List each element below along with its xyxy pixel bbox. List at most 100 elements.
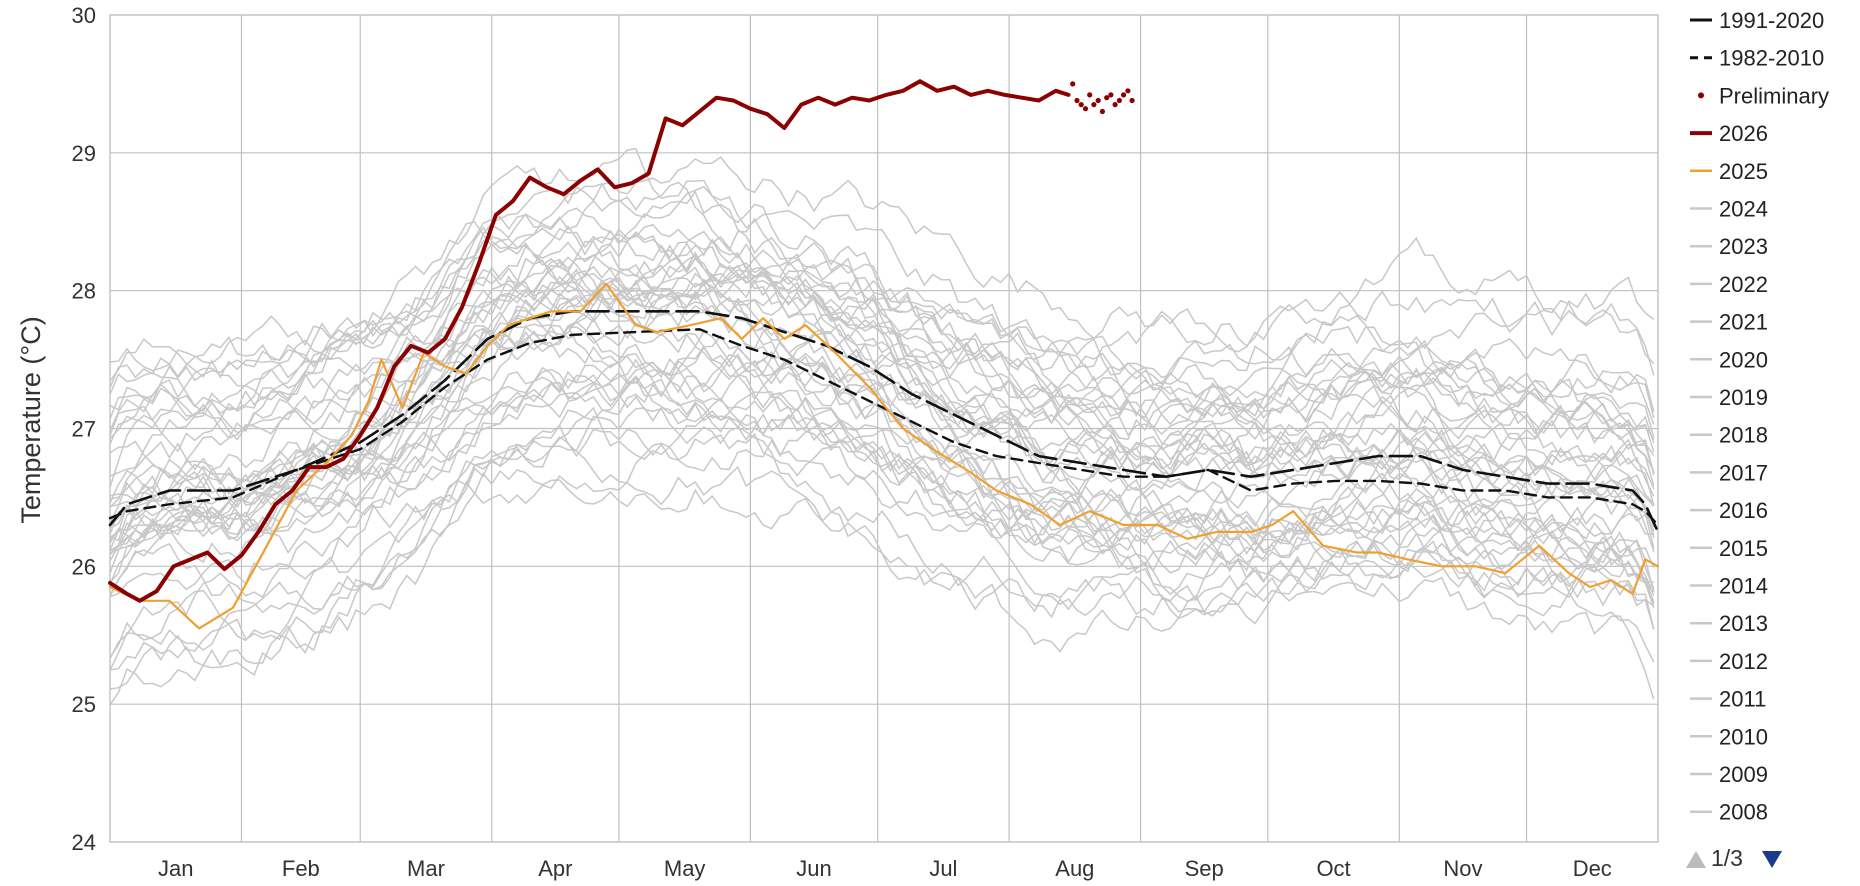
legend-item[interactable]: 2024	[1690, 197, 1768, 222]
legend-item[interactable]: 2013	[1690, 611, 1768, 636]
preliminary-point	[1125, 88, 1131, 94]
background-year-line	[109, 397, 1655, 706]
background-year-line	[109, 358, 1655, 556]
background-year-line	[109, 225, 1655, 431]
background-year-line	[109, 221, 1655, 464]
preliminary-point	[1070, 81, 1076, 87]
legend-item[interactable]: 2026	[1690, 121, 1768, 146]
legend-label: 2023	[1719, 234, 1768, 259]
background-year-line	[109, 279, 1655, 479]
legend-item[interactable]: 2023	[1690, 234, 1768, 259]
x-tick-label: Oct	[1316, 856, 1350, 881]
preliminary-point	[1074, 97, 1080, 104]
preliminary-point	[1099, 108, 1105, 115]
series-line-1982-2010	[108, 328, 1660, 527]
legend-label: 2019	[1719, 385, 1768, 410]
background-year-line	[109, 321, 1655, 583]
legend-item[interactable]: 2019	[1690, 385, 1768, 410]
legend-item[interactable]: 2020	[1690, 347, 1768, 372]
legend: 1991-2020 1982-2010 Preliminary 2026 2025 202…	[1690, 8, 1829, 825]
preliminary-point	[1129, 97, 1135, 104]
legend-item[interactable]: 2015	[1690, 536, 1768, 561]
preliminary-point	[1121, 92, 1127, 98]
series-line-2025	[108, 282, 1660, 630]
x-tick-label: Apr	[538, 856, 572, 881]
series-line-1991-2020	[108, 309, 1660, 534]
background-year-line	[109, 264, 1655, 585]
legend-label: 2013	[1719, 611, 1768, 636]
x-tick-label: Nov	[1443, 856, 1482, 881]
legend-label: 2011	[1719, 687, 1766, 712]
legend-label: 2016	[1719, 498, 1768, 523]
series-layer	[108, 79, 1660, 630]
background-year-line	[109, 406, 1655, 671]
legend-label: 2017	[1719, 460, 1768, 485]
legend-label: 2012	[1719, 649, 1768, 674]
legend-item[interactable]: 1991-2020	[1690, 8, 1824, 33]
legend-item[interactable]: 2022	[1690, 272, 1768, 297]
legend-label: 1982-2010	[1719, 46, 1824, 71]
legend-label: 2022	[1719, 272, 1768, 297]
legend-page-up-icon[interactable]	[1686, 851, 1706, 868]
background-year-line	[109, 190, 1655, 488]
legend-label: Preliminary	[1719, 83, 1829, 108]
legend-item[interactable]: 2018	[1690, 423, 1768, 448]
x-tick-label: May	[664, 856, 706, 881]
background-year-line	[109, 147, 1655, 444]
legend-page-indicator: 1/3	[1711, 845, 1743, 871]
legend-item[interactable]: 2011	[1690, 687, 1766, 712]
preliminary-point	[1078, 102, 1084, 108]
preliminary-point	[1091, 102, 1097, 108]
legend-label: 2018	[1719, 423, 1768, 448]
y-axis-ticks: 24 25 26 27 28 29 30	[72, 3, 96, 855]
background-year-line	[109, 359, 1655, 659]
background-year-line	[109, 286, 1655, 535]
legend-label: 2008	[1719, 800, 1768, 825]
legend-item[interactable]: Preliminary	[1698, 83, 1829, 108]
background-year-line	[109, 290, 1655, 529]
y-tick-label: 24	[72, 830, 96, 855]
preliminary-point	[1104, 95, 1110, 101]
y-tick-label: 26	[72, 554, 96, 579]
background-year-line	[109, 181, 1655, 477]
preliminary-point	[1108, 92, 1114, 98]
background-year-line	[109, 185, 1655, 538]
legend-item[interactable]: 1982-2010	[1690, 46, 1824, 71]
y-tick-label: 27	[72, 417, 96, 442]
background-year-line	[109, 250, 1655, 505]
series-line-2026	[108, 79, 1071, 603]
legend-item[interactable]: 2008	[1690, 800, 1768, 825]
background-year-line	[109, 223, 1655, 382]
preliminary-point	[1116, 97, 1122, 104]
preliminary-point	[1095, 97, 1101, 104]
x-tick-label: Mar	[407, 856, 445, 881]
background-year-line	[109, 156, 1655, 476]
legend-item[interactable]: 2012	[1690, 649, 1768, 674]
legend-label: 2020	[1719, 347, 1768, 372]
preliminary-point	[1112, 102, 1118, 108]
background-year-line	[109, 281, 1655, 487]
legend-item[interactable]: 2010	[1690, 724, 1768, 749]
legend-label: 2015	[1719, 536, 1768, 561]
x-axis-ticks: Jan Feb Mar Apr May Jun Jul Aug Sep Oct Nov Dec	[158, 856, 1612, 881]
legend-pager: 1/3	[1686, 845, 1782, 871]
legend-label: 2024	[1719, 197, 1768, 222]
legend-item[interactable]: 2014	[1690, 574, 1768, 599]
legend-item[interactable]: 2021	[1690, 310, 1768, 335]
y-tick-label: 29	[72, 141, 96, 166]
legend-label: 2014	[1719, 574, 1768, 599]
x-tick-label: Jul	[929, 856, 957, 881]
legend-item[interactable]: 2025	[1690, 159, 1768, 184]
legend-item[interactable]: 2009	[1690, 762, 1768, 787]
legend-page-down-icon[interactable]	[1762, 851, 1782, 868]
legend-swatch	[1698, 92, 1704, 99]
legend-label: 1991-2020	[1719, 8, 1824, 33]
legend-item[interactable]: 2016	[1690, 498, 1768, 523]
legend-label: 2009	[1719, 762, 1768, 787]
legend-label: 2010	[1719, 724, 1768, 749]
background-year-line	[109, 469, 1655, 663]
legend-item[interactable]: 2017	[1690, 460, 1768, 485]
y-tick-label: 30	[72, 3, 96, 28]
legend-label: 2021	[1719, 310, 1768, 335]
x-tick-label: Jan	[158, 856, 193, 881]
